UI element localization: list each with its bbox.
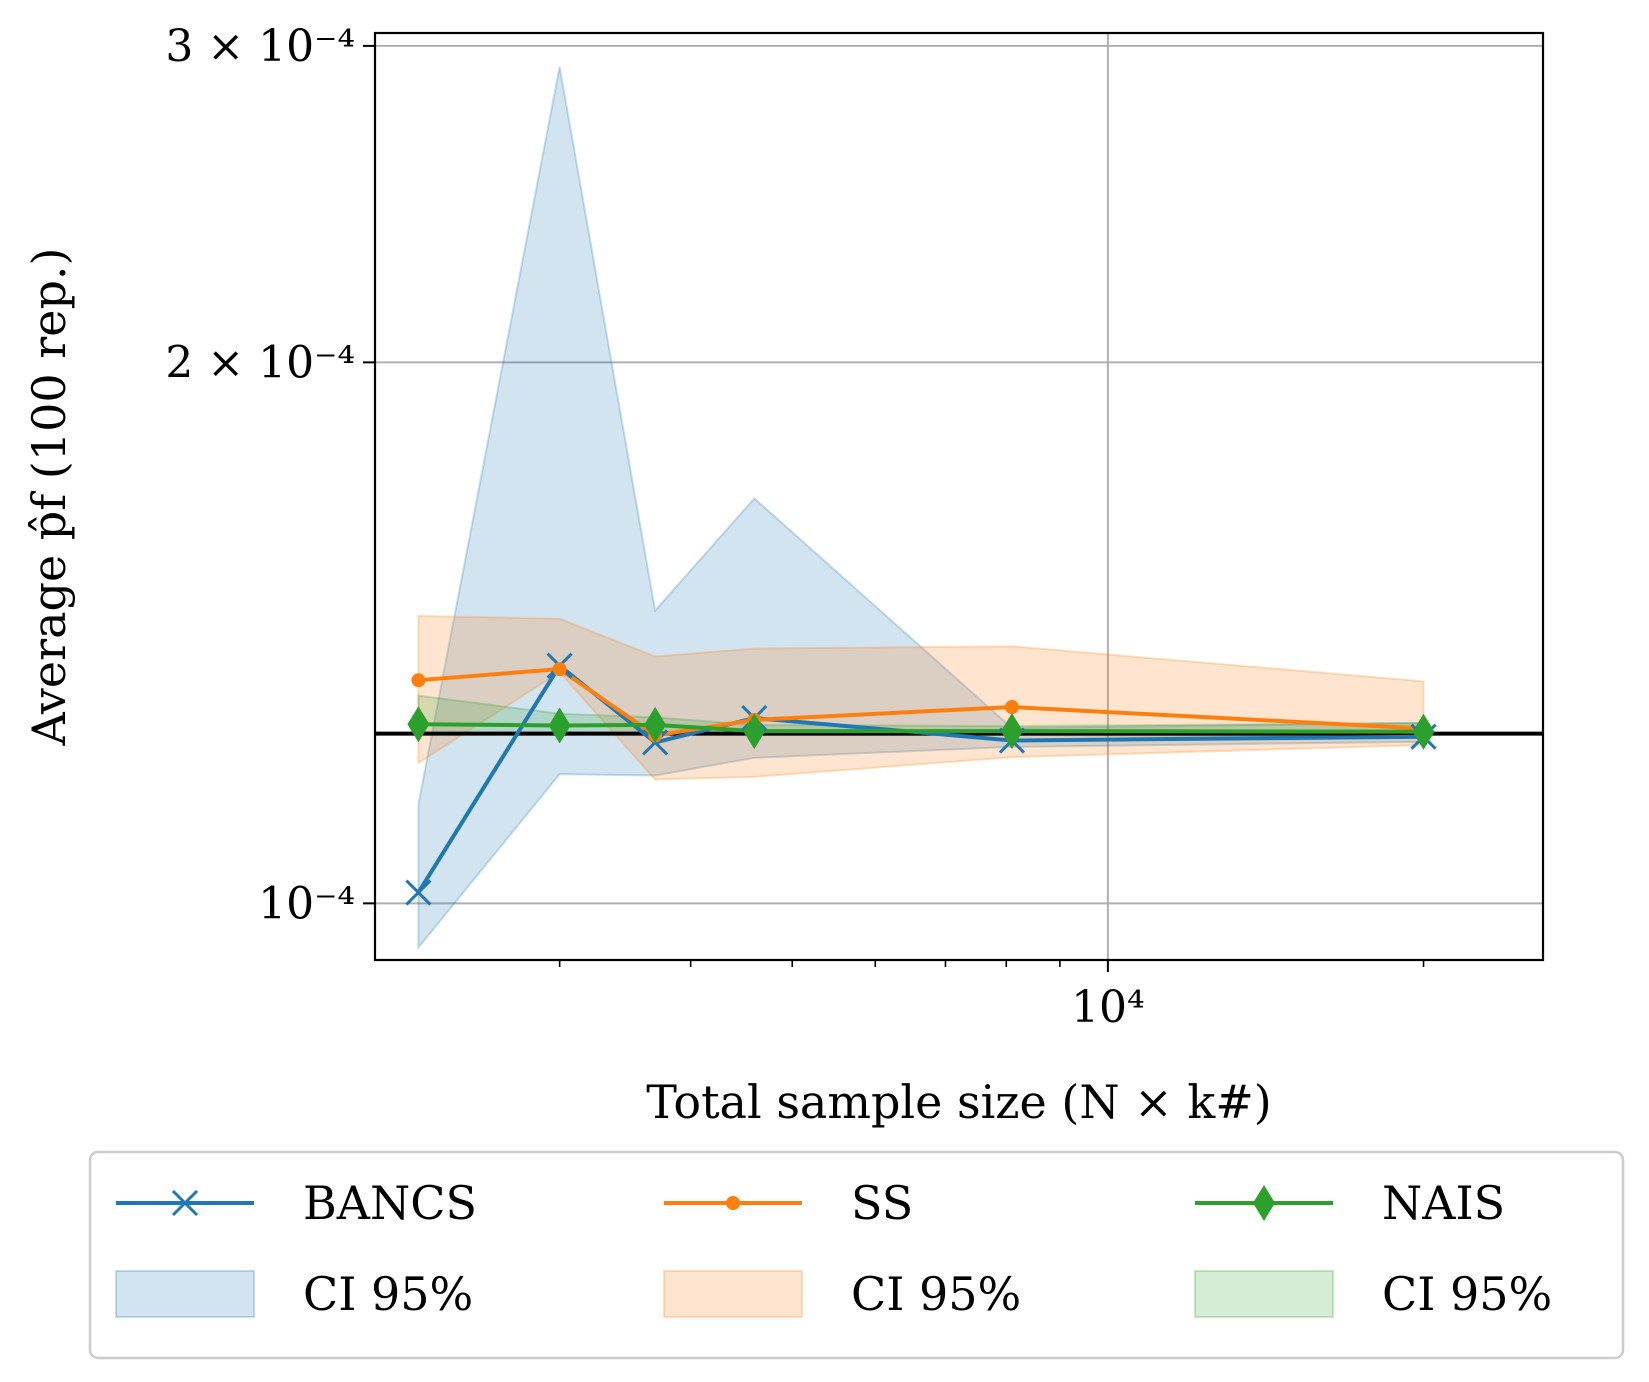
legend-handle-4 <box>663 1270 803 1318</box>
marker-nais-5 <box>1412 713 1435 750</box>
marker-ss-0 <box>411 673 426 688</box>
legend-label-0: BANCS <box>303 1176 477 1230</box>
legend-handle-3 <box>115 1270 255 1318</box>
legend-marker-1 <box>726 1196 740 1210</box>
marker-ss-4 <box>1004 700 1019 715</box>
legend-label-2: NAIS <box>1382 1176 1505 1230</box>
legend-label-3: CI 95% <box>303 1267 473 1321</box>
x-tick-label-0: 10⁴ <box>1071 982 1145 1033</box>
series-line-bancs <box>416 663 1424 894</box>
marker-nais-4 <box>1000 713 1023 750</box>
legend-label-5: CI 95% <box>1382 1267 1552 1321</box>
marker-ss-1 <box>552 662 567 677</box>
legend-handle-1 <box>664 1196 802 1210</box>
y-tick-label-2: 3 × 10⁻⁴ <box>165 21 355 72</box>
y-tick-label-0: 10⁻⁴ <box>258 878 355 929</box>
axis-ticks: 10⁻⁴ 2 × 10⁻⁴ 3 × 10⁻⁴ 10⁴ <box>165 21 1425 1033</box>
marker-nais-2 <box>644 706 667 743</box>
x-axis-label: Total sample size (N × k#) <box>646 1075 1271 1129</box>
legend-handle-5 <box>1194 1270 1334 1318</box>
legend-band-3 <box>115 1270 255 1318</box>
legend-band-4 <box>663 1270 803 1318</box>
legend-handle-2 <box>1195 1185 1333 1221</box>
legend-marker-0 <box>171 1189 199 1217</box>
marker-nais-3 <box>743 713 766 750</box>
plot-frame <box>373 31 1545 962</box>
series-line-nais <box>418 722 1424 734</box>
legend-handle-0 <box>116 1189 254 1217</box>
y-tick-label-1: 2 × 10⁻⁴ <box>165 337 355 388</box>
y-axis-label: Average p̂f (100 rep.) <box>22 248 76 747</box>
marker-nais-1 <box>548 707 571 744</box>
legend-marker-2 <box>1253 1185 1275 1221</box>
legend: BANCS SS NAIS CI 95% CI 95% CI 95% <box>88 1150 1625 1360</box>
legend-marker-0-stroke-b <box>171 1189 199 1217</box>
legend-label-1: SS <box>851 1176 913 1230</box>
grid <box>375 33 1543 960</box>
marker-nais-0 <box>407 706 430 743</box>
legend-label-4: CI 95% <box>851 1267 1021 1321</box>
legend-band-5 <box>1194 1270 1334 1318</box>
series-markers <box>405 652 1437 906</box>
marker-bancs-0-stroke-b <box>405 879 432 906</box>
marker-bancs-0 <box>405 879 432 906</box>
series-lines <box>416 663 1424 894</box>
